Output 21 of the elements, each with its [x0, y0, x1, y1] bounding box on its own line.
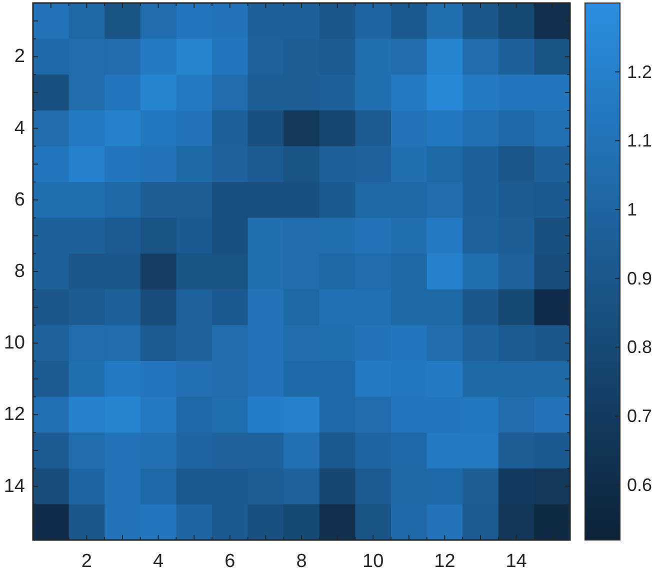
y-tick-label: 2: [14, 46, 25, 68]
color-bar-label: 0.8: [627, 337, 652, 358]
y-tick-label: 6: [14, 189, 25, 210]
x-tick-label: 4: [153, 551, 164, 572]
color-bar-label: 0.6: [627, 474, 652, 495]
color-bar-label: 1: [627, 200, 638, 220]
y-tick-label: 12: [4, 404, 25, 426]
x-tick-label: 2: [81, 551, 92, 572]
x-tick-label: 12: [434, 551, 456, 572]
y-tick-label: 8: [14, 261, 25, 282]
x-tick-label: 8: [296, 551, 307, 572]
y-tick-label: 14: [4, 476, 26, 497]
x-tick-label: 10: [362, 551, 384, 572]
x-tick-label: 14: [506, 551, 528, 572]
y-tick-label: 10: [4, 332, 25, 354]
color-bar-label: 0.9: [627, 268, 652, 288]
color-bar-label: 0.7: [627, 406, 652, 426]
x-tick-label: 6: [224, 551, 236, 572]
y-tick-label: 4: [14, 118, 26, 139]
color-bar-label: 1.1: [627, 130, 652, 151]
color-bar-label: 1.2: [627, 62, 652, 82]
